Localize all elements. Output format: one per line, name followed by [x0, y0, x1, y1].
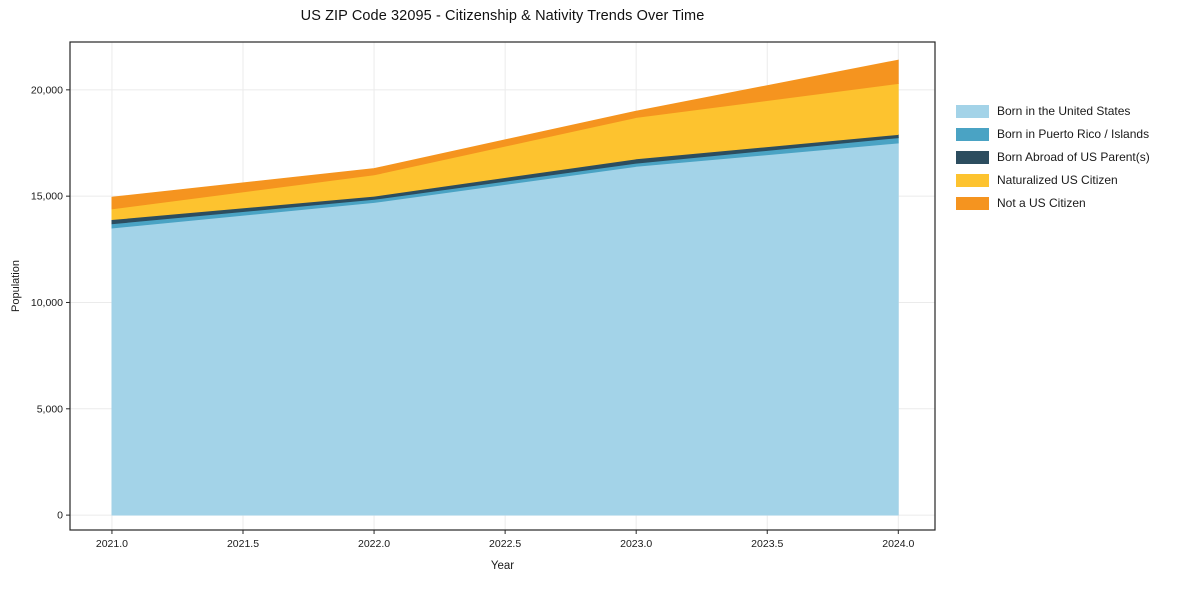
legend-swatch [956, 127, 989, 141]
x-axis-label: Year [490, 560, 515, 572]
x-tick-label: 2024.0 [882, 538, 914, 550]
legend-label: Born Abroad of US Parent(s) [997, 150, 1150, 164]
x-tick-label: 2022.0 [358, 538, 390, 550]
x-tick-label: 2021.0 [96, 538, 128, 550]
legend-swatch [956, 104, 989, 118]
legend-item: Not a US Citizen [956, 196, 1150, 210]
area-series [111, 59, 899, 210]
chart-title: US ZIP Code 32095 - Citizenship & Nativi… [300, 8, 705, 24]
plot-frame [69, 41, 936, 531]
legend-label: Born in the United States [997, 104, 1131, 118]
y-tick-label: 15,000 [31, 191, 63, 203]
y-tick-label: 5,000 [37, 403, 63, 415]
legend-swatch [956, 196, 989, 210]
legend: Born in the United States Born in Puerto … [950, 100, 1156, 214]
y-tick-label: 0 [57, 510, 63, 522]
legend-item: Born in Puerto Rico / Islands [956, 127, 1150, 141]
legend-item: Born Abroad of US Parent(s) [956, 150, 1150, 164]
x-tick-label: 2021.5 [227, 538, 259, 550]
x-tick-label: 2023.5 [751, 538, 783, 550]
x-tick-label: 2022.5 [489, 538, 521, 550]
legend-label: Naturalized US Citizen [997, 173, 1118, 187]
y-tick-label: 20,000 [31, 84, 63, 96]
legend-swatch [956, 173, 989, 187]
legend-label: Not a US Citizen [997, 196, 1086, 210]
legend-label: Born in Puerto Rico / Islands [997, 127, 1150, 141]
x-tick-label: 2023.0 [620, 538, 652, 550]
legend-item: Born in the United States [956, 104, 1150, 118]
legend-item: Naturalized US Citizen [956, 173, 1150, 187]
legend-swatch [956, 150, 989, 164]
y-tick-label: 10,000 [31, 297, 63, 309]
y-axis-label: Population [10, 260, 22, 312]
